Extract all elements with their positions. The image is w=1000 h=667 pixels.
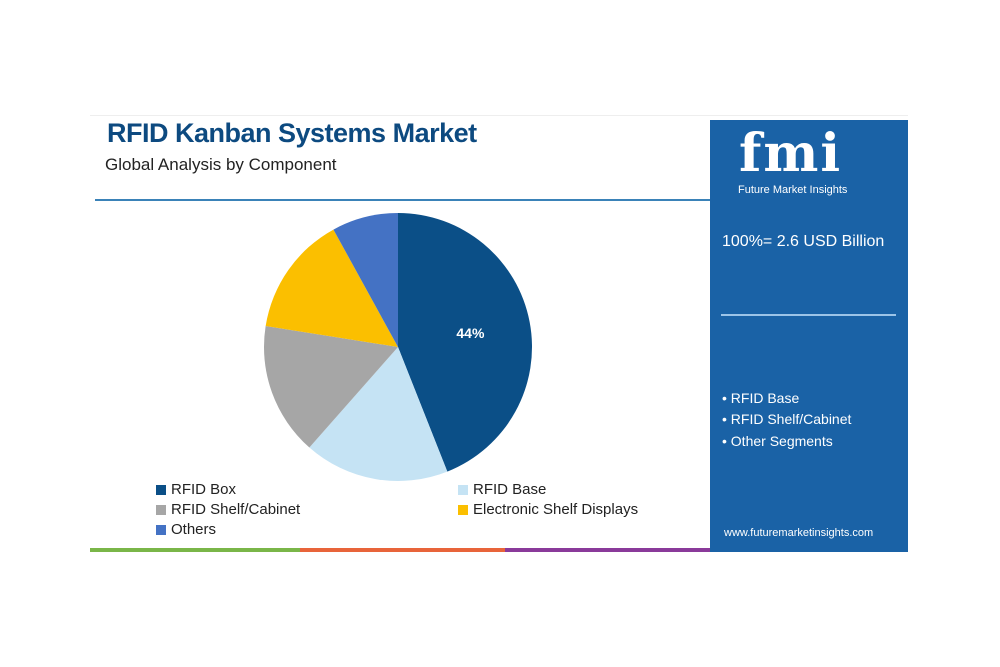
legend-label: Others bbox=[171, 521, 217, 538]
legend-swatch bbox=[156, 524, 166, 535]
legend-swatch bbox=[458, 504, 468, 515]
legend-item: RFID Shelf/Cabinet bbox=[156, 501, 300, 518]
website-link[interactable]: www.futuremarketinsights.com bbox=[724, 527, 874, 539]
pie-slice-electronic-shelf-displays bbox=[265, 229, 398, 347]
segment-item: • RFID Shelf/Cabinet bbox=[722, 411, 852, 427]
segment-item: • Other Segments bbox=[722, 433, 833, 449]
chart-title: RFID Kanban Systems Market bbox=[107, 118, 477, 148]
legend-label: RFID Shelf/Cabinet bbox=[171, 501, 301, 518]
side-panel bbox=[710, 120, 908, 552]
segment-item: • RFID Base bbox=[722, 390, 800, 406]
accent-bar-green bbox=[90, 548, 300, 552]
pie-slice-others bbox=[333, 213, 398, 347]
fmi-logo: fmi bbox=[739, 123, 843, 184]
legend-item: Others bbox=[156, 521, 216, 538]
pie-slice-rfid-base bbox=[309, 347, 448, 481]
legend-label: Electronic Shelf Displays bbox=[473, 501, 639, 518]
divider bbox=[95, 199, 710, 201]
legend-item: RFID Base bbox=[458, 481, 546, 498]
accent-bar-orange bbox=[300, 548, 505, 552]
legend-swatch bbox=[156, 504, 166, 515]
logo-subtitle: Future Market Insights bbox=[738, 184, 848, 196]
legend-swatch bbox=[458, 484, 468, 495]
market-total: 100%= 2.6 USD Billion bbox=[722, 233, 885, 250]
pie-slice-rfid-shelf-cabinet bbox=[264, 326, 398, 448]
legend-swatch bbox=[156, 484, 166, 495]
chart-subtitle: Global Analysis by Component bbox=[105, 155, 337, 174]
legend-label: RFID Box bbox=[171, 481, 237, 498]
legend-item: RFID Box bbox=[156, 481, 236, 498]
panel-divider bbox=[721, 314, 896, 316]
legend-item: Electronic Shelf Displays bbox=[458, 501, 638, 518]
legend-label: RFID Base bbox=[473, 481, 547, 498]
pie-slice-rfid-box bbox=[398, 213, 532, 472]
data-label: 44% bbox=[456, 325, 485, 341]
accent-bar-purple bbox=[505, 548, 710, 552]
